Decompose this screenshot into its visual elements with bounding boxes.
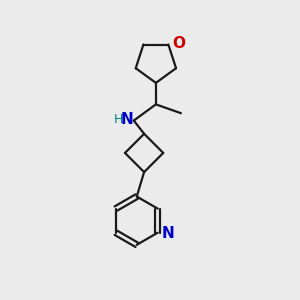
Text: H: H: [114, 112, 123, 126]
Text: O: O: [172, 35, 185, 50]
Text: N: N: [121, 112, 134, 127]
Text: N: N: [161, 226, 174, 242]
